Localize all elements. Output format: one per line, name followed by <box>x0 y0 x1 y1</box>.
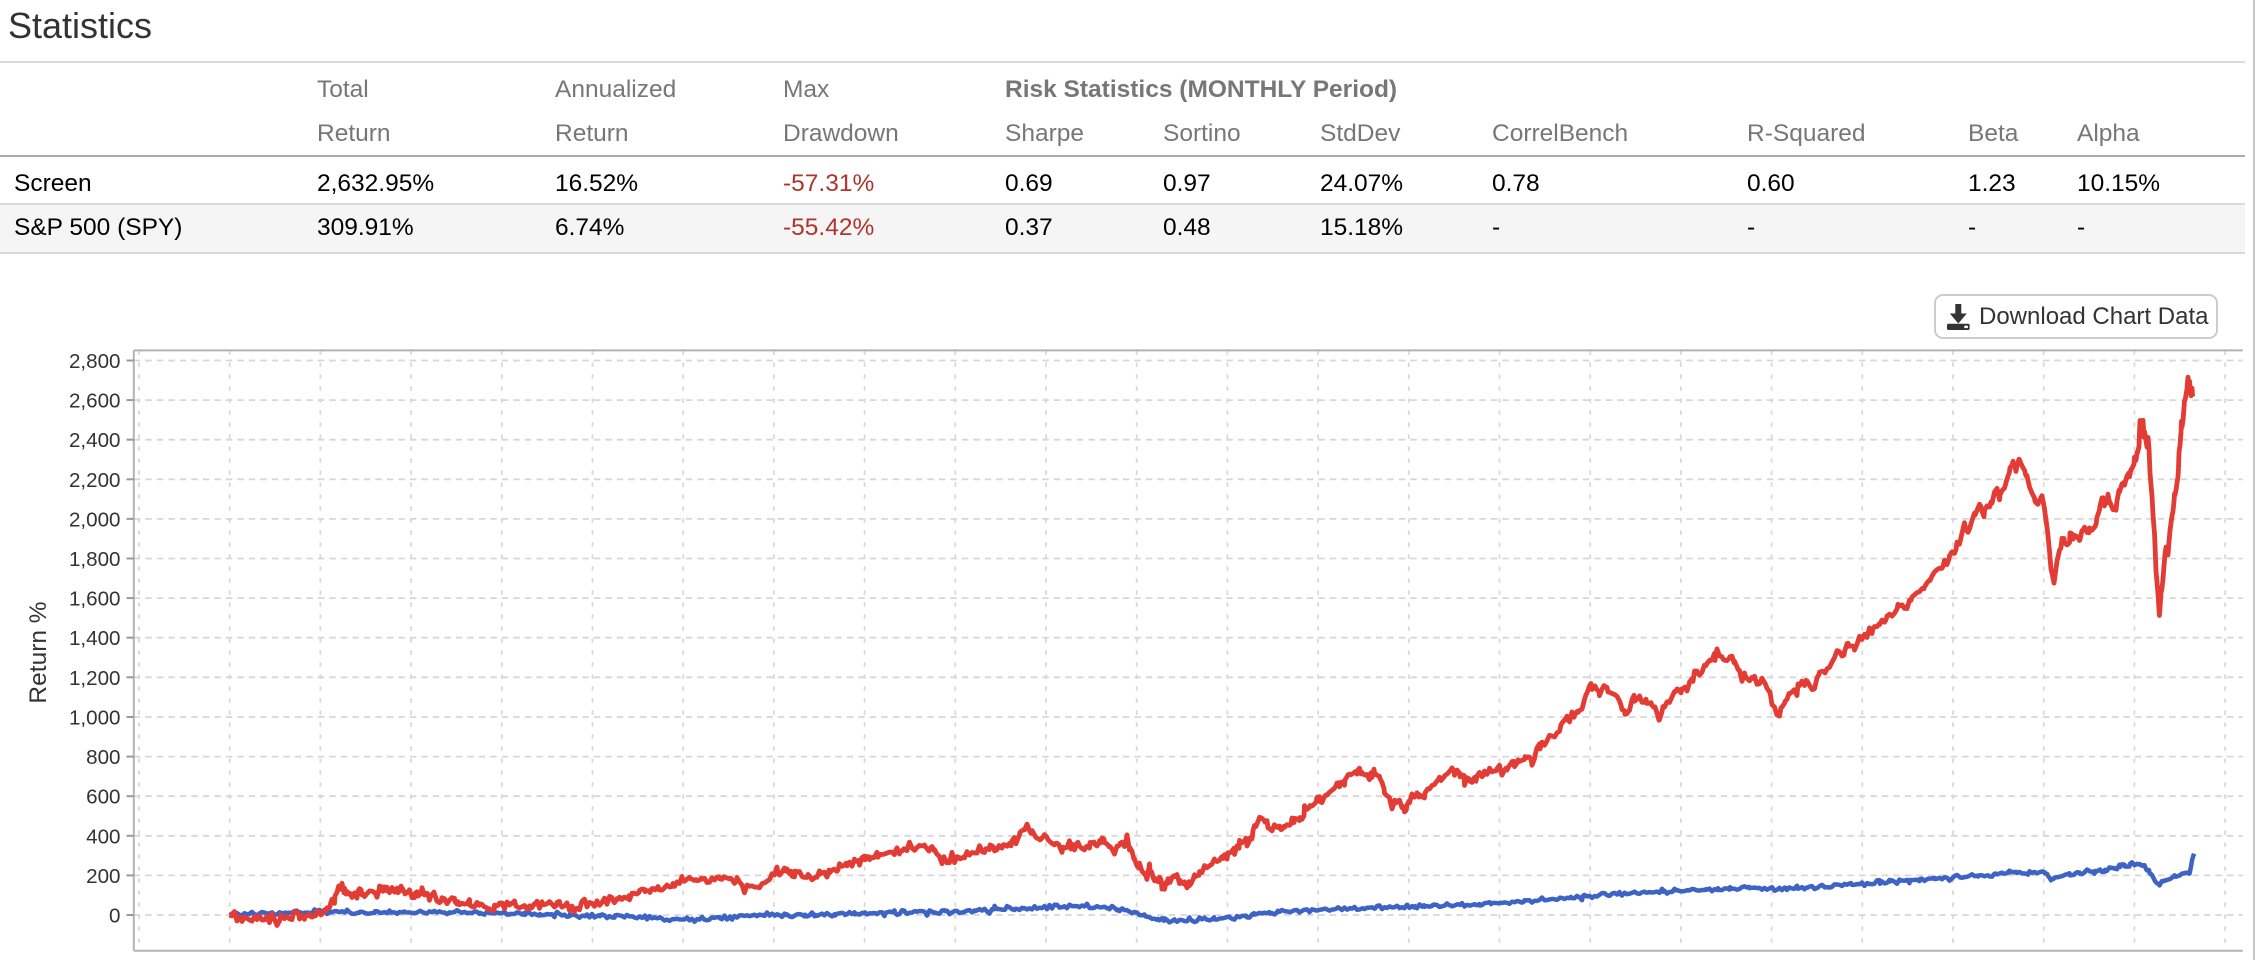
svg-text:400: 400 <box>86 825 120 848</box>
svg-text:1,200: 1,200 <box>69 667 121 690</box>
svg-text:1,600: 1,600 <box>69 588 121 611</box>
svg-text:2,000: 2,000 <box>69 508 121 531</box>
svg-text:200: 200 <box>86 865 120 888</box>
svg-text:1,400: 1,400 <box>69 627 121 650</box>
svg-text:2,800: 2,800 <box>69 350 121 373</box>
svg-text:2,400: 2,400 <box>69 429 121 452</box>
svg-text:Return %: Return % <box>25 601 52 703</box>
svg-text:1,800: 1,800 <box>69 548 121 571</box>
svg-text:800: 800 <box>86 746 120 769</box>
svg-text:2,600: 2,600 <box>69 390 121 413</box>
svg-text:0: 0 <box>109 905 120 928</box>
svg-text:600: 600 <box>86 786 120 809</box>
svg-text:2,200: 2,200 <box>69 469 121 492</box>
svg-text:1,000: 1,000 <box>69 707 121 730</box>
